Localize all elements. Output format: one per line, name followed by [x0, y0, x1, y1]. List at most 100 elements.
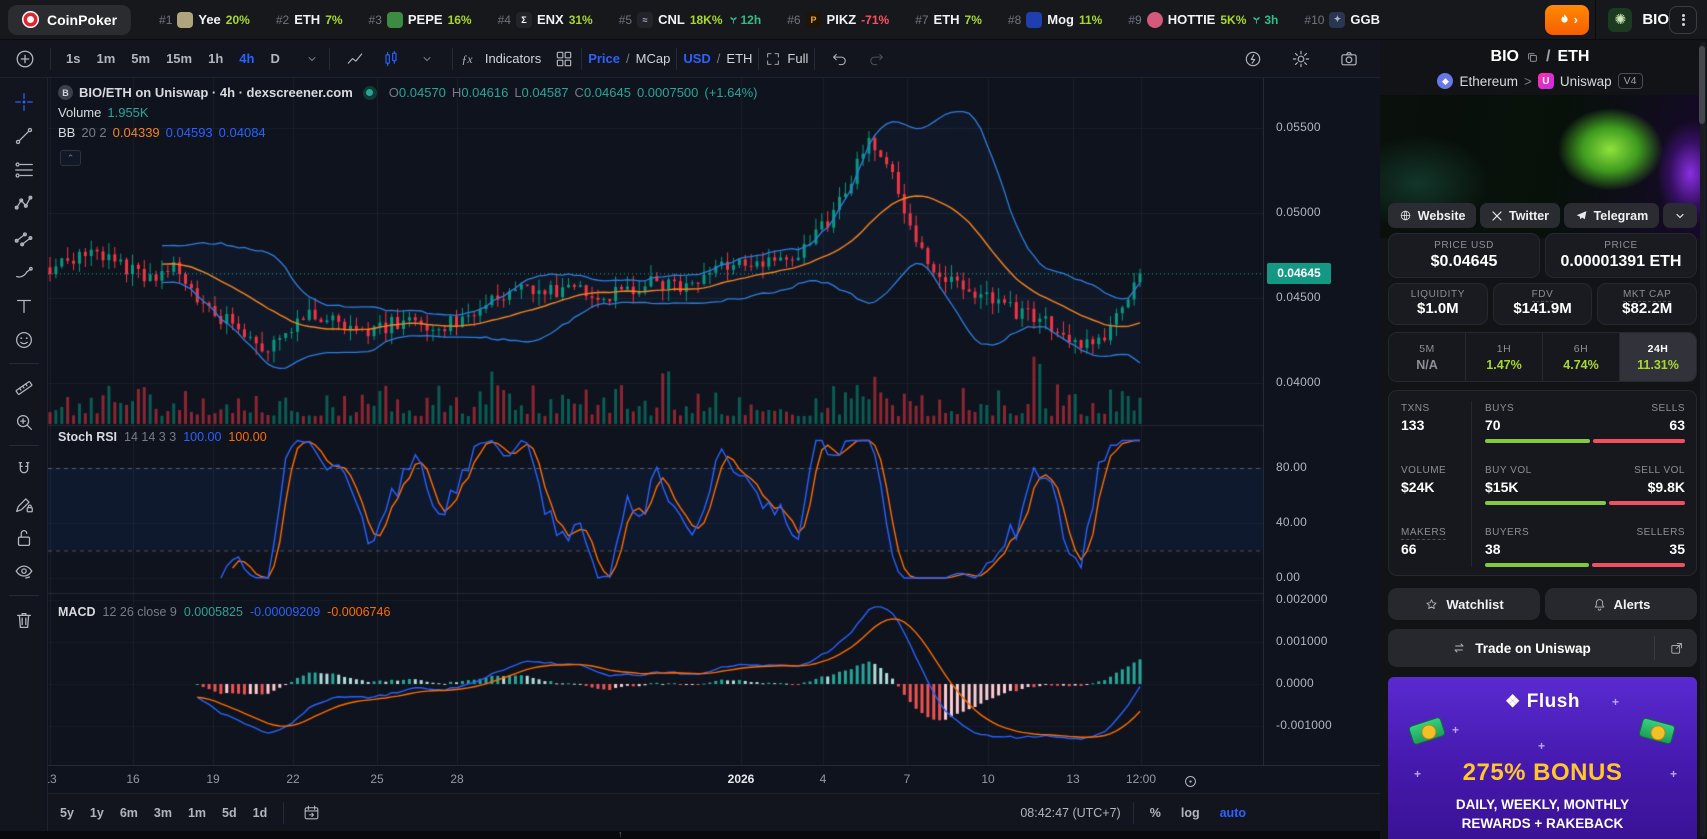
magnet-tool-icon[interactable] — [7, 456, 41, 483]
auto-scale-button[interactable]: auto — [1216, 804, 1250, 822]
trending-age: 3h — [1251, 13, 1278, 27]
brush-tool-icon[interactable] — [7, 258, 41, 285]
liquidity-card[interactable]: LIQUIDITY $1.0M — [1388, 283, 1488, 325]
trending-boost-button[interactable]: › — [1545, 4, 1590, 35]
range-1y[interactable]: 1y — [84, 803, 110, 823]
price-usd-value: $0.04645 — [1430, 253, 1498, 270]
dex-name[interactable]: Uniswap — [1559, 73, 1612, 89]
timeframe-D[interactable]: D — [263, 47, 286, 70]
text-tool-icon[interactable] — [7, 292, 41, 319]
trade-button[interactable]: Trade on Uniswap — [1388, 629, 1697, 667]
fib-retracement-tool-icon[interactable] — [7, 156, 41, 183]
trending-item[interactable]: #4 Σ ENX 31% — [498, 11, 593, 28]
crosshair-tool-icon[interactable] — [7, 88, 41, 115]
log-scale-button[interactable]: log — [1177, 804, 1204, 822]
undo-icon[interactable] — [823, 45, 857, 72]
time-axis-label: 4 — [819, 772, 827, 786]
perf-tab-24H[interactable]: 24H 11.31% — [1620, 333, 1696, 381]
range-5d[interactable]: 5d — [216, 803, 243, 823]
snapshot-camera-icon[interactable] — [1332, 45, 1366, 72]
chain-name[interactable]: Ethereum — [1459, 73, 1518, 89]
candle-chart-type-icon[interactable] — [374, 45, 408, 72]
symbol-add-icon[interactable] — [8, 45, 42, 72]
telegram-button[interactable]: Telegram — [1563, 203, 1659, 228]
price-native-card[interactable]: PRICE 0.00001391 ETH — [1545, 233, 1697, 278]
timeframe-4h[interactable]: 4h — [232, 47, 261, 70]
projection-tool-icon[interactable] — [7, 224, 41, 251]
time-axis-label: 10 — [981, 772, 995, 786]
trending-item[interactable]: #5 ≈ CNL 18K% 12h — [619, 11, 761, 28]
price-axis[interactable]: 0.04645 0.05500 0.05000 0.04500 0.04000 80.0… — [1263, 78, 1380, 765]
trending-item[interactable]: #6 P PIKZ -71% — [787, 11, 889, 28]
legend-collapse-button[interactable]: ⌃ — [60, 150, 81, 166]
watchlist-button[interactable]: Watchlist — [1388, 588, 1540, 620]
timeframe-1s[interactable]: 1s — [59, 47, 87, 70]
chart-canvas[interactable] — [48, 78, 1263, 765]
perf-tab-6H[interactable]: 6H 4.74% — [1543, 333, 1620, 381]
external-link-icon[interactable] — [1655, 641, 1697, 656]
time-axis-label: 19 — [206, 772, 220, 786]
twitter-button[interactable]: Twitter — [1480, 203, 1560, 228]
axis-settings-icon[interactable] — [1173, 768, 1207, 795]
flush-ad-banner[interactable]: ❖ Flush + + + + + 275% BONUS DAILY, WEEKL… — [1388, 677, 1697, 839]
redo-icon[interactable] — [859, 45, 893, 72]
range-1d[interactable]: 1d — [247, 803, 274, 823]
ruler-tool-icon[interactable] — [7, 374, 41, 401]
coinpoker-banner[interactable]: CoinPoker — [8, 4, 132, 35]
chart-type-dropdown[interactable] — [410, 45, 444, 72]
horizontal-scrollbar[interactable] — [0, 831, 1380, 839]
quick-settings-icon[interactable] — [1236, 45, 1270, 72]
percent-scale-button[interactable]: % — [1146, 804, 1165, 822]
timeframe-1h[interactable]: 1h — [201, 47, 230, 70]
pattern-tool-icon[interactable] — [7, 190, 41, 217]
time-axis[interactable]: 13 16 19 22 25 28 2026 4 7 10 13 12:00 — [43, 765, 1380, 795]
timeframe-1m[interactable]: 1m — [89, 47, 122, 70]
more-links-button[interactable] — [1663, 203, 1697, 228]
perf-tab-1H[interactable]: 1H 1.47% — [1466, 333, 1543, 381]
timeframe-15m[interactable]: 15m — [159, 47, 199, 70]
trending-item[interactable]: #3 PEPE 16% — [369, 11, 472, 28]
trending-item[interactable]: #1 Yee 20% — [159, 11, 250, 28]
range-5y[interactable]: 5y — [54, 803, 80, 823]
fdv-card[interactable]: FDV $141.9M — [1492, 283, 1593, 325]
timeframe-5m[interactable]: 5m — [124, 47, 157, 70]
range-3m[interactable]: 3m — [148, 803, 178, 823]
trending-item[interactable]: #9 HOTTIE 5K% 3h — [1128, 11, 1278, 28]
hide-drawings-icon[interactable] — [7, 558, 41, 585]
layout-grid-icon[interactable] — [547, 45, 581, 72]
perf-tab-5M[interactable]: 5M N/A — [1389, 333, 1466, 381]
mktcap-card[interactable]: MKT CAP $82.2M — [1597, 283, 1698, 325]
trending-item[interactable]: #7 ETH 7% — [915, 12, 982, 27]
timeframe-dropdown[interactable] — [295, 45, 329, 72]
lock-drawings-icon[interactable] — [7, 524, 41, 551]
bell-icon — [1592, 597, 1607, 612]
settings-gear-icon[interactable] — [1284, 45, 1318, 72]
price-native-value: 0.00001391 ETH — [1560, 253, 1682, 270]
alerts-button[interactable]: Alerts — [1545, 588, 1697, 620]
emoji-tool-icon[interactable] — [7, 326, 41, 353]
price-usd-card[interactable]: PRICE USD $0.04645 — [1388, 233, 1540, 278]
fullscreen-button[interactable]: Full — [759, 47, 814, 71]
overflow-menu-button[interactable] — [1669, 5, 1697, 34]
trending-item[interactable]: #8 Mog 11% — [1008, 11, 1102, 28]
remove-drawings-icon[interactable] — [7, 606, 41, 633]
line-chart-type-icon[interactable] — [338, 45, 372, 72]
price-mcap-toggle[interactable]: Price / MCap — [588, 51, 671, 66]
range-6m[interactable]: 6m — [114, 803, 144, 823]
zoom-in-tool-icon[interactable] — [7, 408, 41, 435]
chart-area: B BIO/ETH on Uniswap · 4h · dexscreener.… — [48, 78, 1380, 765]
usd-eth-toggle[interactable]: USD / ETH — [683, 51, 753, 66]
trending-item[interactable]: #2 ETH 7% — [276, 12, 343, 27]
sidebar-scrollbar[interactable] — [1699, 42, 1706, 837]
session-clock[interactable]: 08:42:47 (UTC+7) — [1020, 805, 1121, 820]
trending-symbol: ENX — [536, 12, 564, 27]
range-1m[interactable]: 1m — [182, 803, 212, 823]
drawing-mode-lock-icon[interactable] — [7, 490, 41, 517]
trend-line-tool-icon[interactable] — [7, 122, 41, 149]
goto-date-icon[interactable] — [294, 799, 328, 826]
website-button[interactable]: Website — [1388, 203, 1477, 228]
trending-item[interactable]: #10 ✦ GGB — [1304, 11, 1380, 28]
indicators-button[interactable]: ƒx Indicators — [453, 45, 547, 73]
copy-icon[interactable] — [1526, 51, 1539, 64]
